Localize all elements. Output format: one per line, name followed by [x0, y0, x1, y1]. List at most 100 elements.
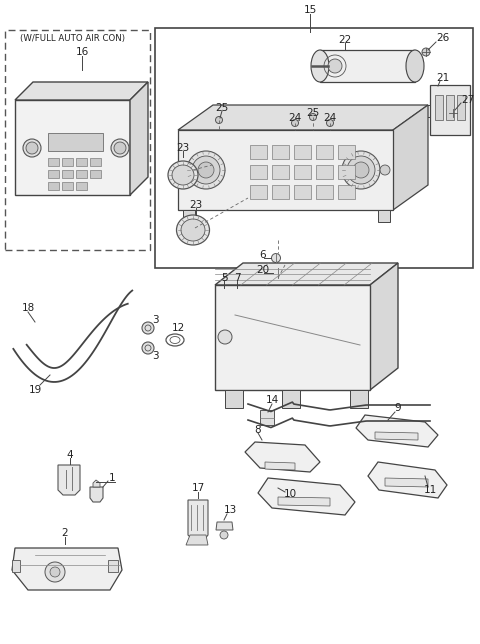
- Circle shape: [142, 342, 154, 354]
- Polygon shape: [130, 82, 148, 195]
- Text: (W/FULL AUTO AIR CON): (W/FULL AUTO AIR CON): [21, 33, 125, 43]
- Bar: [250, 165, 267, 179]
- Text: 11: 11: [423, 485, 437, 495]
- Polygon shape: [282, 390, 300, 408]
- Polygon shape: [225, 390, 243, 408]
- Bar: [425, 105, 430, 117]
- Ellipse shape: [26, 142, 38, 154]
- Polygon shape: [350, 390, 368, 408]
- Polygon shape: [215, 263, 398, 285]
- Bar: [48, 133, 103, 151]
- Polygon shape: [15, 100, 130, 195]
- Polygon shape: [93, 480, 100, 487]
- Circle shape: [291, 120, 299, 126]
- Bar: [320, 50, 415, 82]
- Bar: [90, 170, 101, 178]
- Polygon shape: [178, 130, 393, 210]
- Bar: [62, 158, 73, 166]
- Polygon shape: [378, 210, 390, 222]
- Bar: [62, 182, 73, 190]
- Text: 24: 24: [288, 113, 301, 123]
- Bar: [338, 145, 355, 159]
- Text: 26: 26: [436, 33, 450, 43]
- Circle shape: [218, 330, 232, 344]
- Bar: [90, 158, 101, 166]
- Polygon shape: [186, 535, 208, 545]
- Polygon shape: [90, 487, 103, 502]
- Bar: [62, 170, 73, 178]
- Bar: [316, 145, 333, 159]
- Ellipse shape: [311, 50, 329, 82]
- Text: 5: 5: [221, 273, 228, 283]
- Bar: [316, 185, 333, 199]
- Ellipse shape: [177, 215, 209, 245]
- Text: 19: 19: [28, 385, 42, 395]
- Text: 23: 23: [176, 143, 190, 153]
- Text: 9: 9: [395, 403, 401, 413]
- FancyBboxPatch shape: [5, 30, 150, 250]
- Polygon shape: [188, 500, 208, 540]
- Circle shape: [310, 113, 316, 120]
- Text: 7: 7: [234, 273, 240, 283]
- Text: 13: 13: [223, 505, 237, 515]
- Polygon shape: [278, 497, 330, 506]
- Circle shape: [216, 117, 223, 124]
- Text: 3: 3: [152, 315, 158, 325]
- Text: 2: 2: [62, 528, 68, 538]
- Bar: [272, 145, 289, 159]
- Text: 10: 10: [283, 489, 297, 499]
- Polygon shape: [178, 105, 428, 130]
- Text: 20: 20: [256, 265, 270, 275]
- Polygon shape: [215, 285, 370, 390]
- Bar: [48, 170, 59, 178]
- Bar: [430, 85, 470, 135]
- Polygon shape: [58, 465, 80, 495]
- Ellipse shape: [23, 139, 41, 157]
- Text: 4: 4: [67, 450, 73, 460]
- Text: 15: 15: [303, 5, 317, 15]
- Ellipse shape: [114, 142, 126, 154]
- Bar: [250, 185, 267, 199]
- Polygon shape: [385, 478, 428, 487]
- Polygon shape: [108, 560, 118, 572]
- Bar: [457, 95, 465, 120]
- Bar: [294, 145, 311, 159]
- Polygon shape: [183, 210, 195, 222]
- Text: 14: 14: [265, 395, 278, 405]
- Bar: [338, 185, 355, 199]
- Circle shape: [45, 562, 65, 582]
- Text: 24: 24: [324, 113, 336, 123]
- Circle shape: [422, 48, 430, 56]
- Ellipse shape: [347, 156, 375, 184]
- Text: 8: 8: [255, 425, 261, 435]
- Text: 6: 6: [260, 250, 266, 260]
- Bar: [294, 185, 311, 199]
- Text: 23: 23: [190, 200, 203, 210]
- Text: 22: 22: [338, 35, 352, 45]
- Text: 27: 27: [461, 95, 475, 105]
- Ellipse shape: [187, 151, 225, 189]
- Polygon shape: [245, 442, 320, 472]
- Ellipse shape: [172, 165, 194, 185]
- Bar: [155, 28, 473, 268]
- Circle shape: [274, 269, 283, 278]
- Bar: [446, 95, 454, 120]
- Bar: [76, 182, 87, 190]
- Text: 25: 25: [216, 103, 228, 113]
- Polygon shape: [15, 82, 148, 100]
- Polygon shape: [393, 105, 428, 210]
- Text: 18: 18: [22, 303, 35, 313]
- Bar: [272, 185, 289, 199]
- Bar: [435, 95, 443, 120]
- Ellipse shape: [168, 161, 198, 189]
- Circle shape: [326, 120, 334, 126]
- Polygon shape: [265, 462, 295, 470]
- Circle shape: [449, 109, 457, 117]
- Bar: [76, 158, 87, 166]
- Polygon shape: [375, 432, 418, 440]
- Bar: [316, 165, 333, 179]
- Circle shape: [272, 254, 280, 263]
- Ellipse shape: [198, 162, 214, 178]
- Bar: [76, 170, 87, 178]
- Bar: [48, 182, 59, 190]
